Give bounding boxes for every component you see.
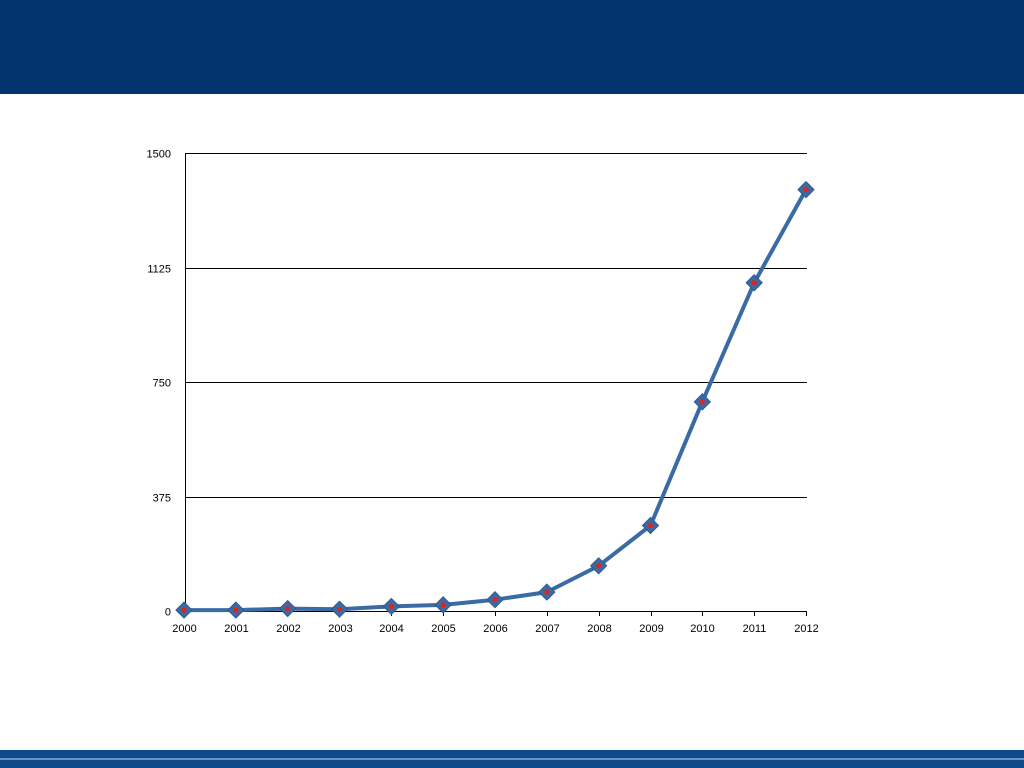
y-tick-label-750: 750 <box>153 378 171 390</box>
marker-dot <box>285 605 291 612</box>
marker-dot <box>803 187 809 193</box>
x-tick-label-2000: 2000 <box>172 623 196 635</box>
data-point-2012 <box>797 180 815 199</box>
y-tick-label-1125: 1125 <box>147 264 171 276</box>
marker-dot <box>647 522 654 529</box>
y-tick-label-1500: 1500 <box>147 149 171 161</box>
x-tick-label-2003: 2003 <box>328 623 352 635</box>
x-tick-label-2007: 2007 <box>535 623 559 635</box>
marker-dot <box>336 606 343 612</box>
x-tick-label-2005: 2005 <box>431 623 455 635</box>
marker-dot <box>751 280 757 286</box>
header-bar <box>0 0 1024 94</box>
x-tick-label-2012: 2012 <box>794 623 818 635</box>
x-tick-label-2008: 2008 <box>587 623 611 635</box>
data-point-2006 <box>486 590 504 609</box>
x-tick-label-2010: 2010 <box>690 623 714 635</box>
marker-dot <box>544 589 550 595</box>
data-point-2001 <box>227 601 245 619</box>
data-point-2005 <box>434 596 452 614</box>
data-point-2007 <box>538 583 556 601</box>
marker-dot <box>699 399 705 405</box>
axes <box>184 153 807 616</box>
marker-dot <box>388 603 394 610</box>
grid-lines <box>185 153 807 612</box>
x-tick-label-2011: 2011 <box>743 623 767 635</box>
marker-dot <box>492 597 498 603</box>
y-tick-label-375: 375 <box>153 493 171 505</box>
data-point-2003 <box>330 600 349 618</box>
footer-accent-line <box>0 758 1024 760</box>
data-point-2010 <box>693 393 712 411</box>
data-point-2009 <box>641 516 660 535</box>
y-tick-label-0: 0 <box>165 607 171 619</box>
series-line-0 <box>182 187 808 613</box>
data-point-2011 <box>745 274 763 292</box>
markers <box>175 180 815 619</box>
marker-dot <box>596 563 602 569</box>
data-point-2008 <box>589 557 608 575</box>
x-tick-label-2002: 2002 <box>276 623 300 635</box>
data-point-2000 <box>175 601 193 619</box>
x-tick-label-2004: 2004 <box>379 623 403 635</box>
x-tick-label-2009: 2009 <box>639 623 663 635</box>
marker-dot <box>233 607 239 613</box>
data-point-2002 <box>278 599 297 618</box>
x-tick-label-2001: 2001 <box>224 623 248 635</box>
x-tick-labels: 2000 2001 2002 2003 2004 2005 2006 2007 2008 2009… <box>172 623 818 635</box>
series <box>182 187 808 613</box>
data-point-2004 <box>382 597 401 616</box>
marker-dot <box>181 607 187 613</box>
marker-dot <box>440 602 446 608</box>
y-tick-labels: 0 375 750 1125 1500 <box>147 149 171 619</box>
x-tick-label-2006: 2006 <box>483 623 507 635</box>
